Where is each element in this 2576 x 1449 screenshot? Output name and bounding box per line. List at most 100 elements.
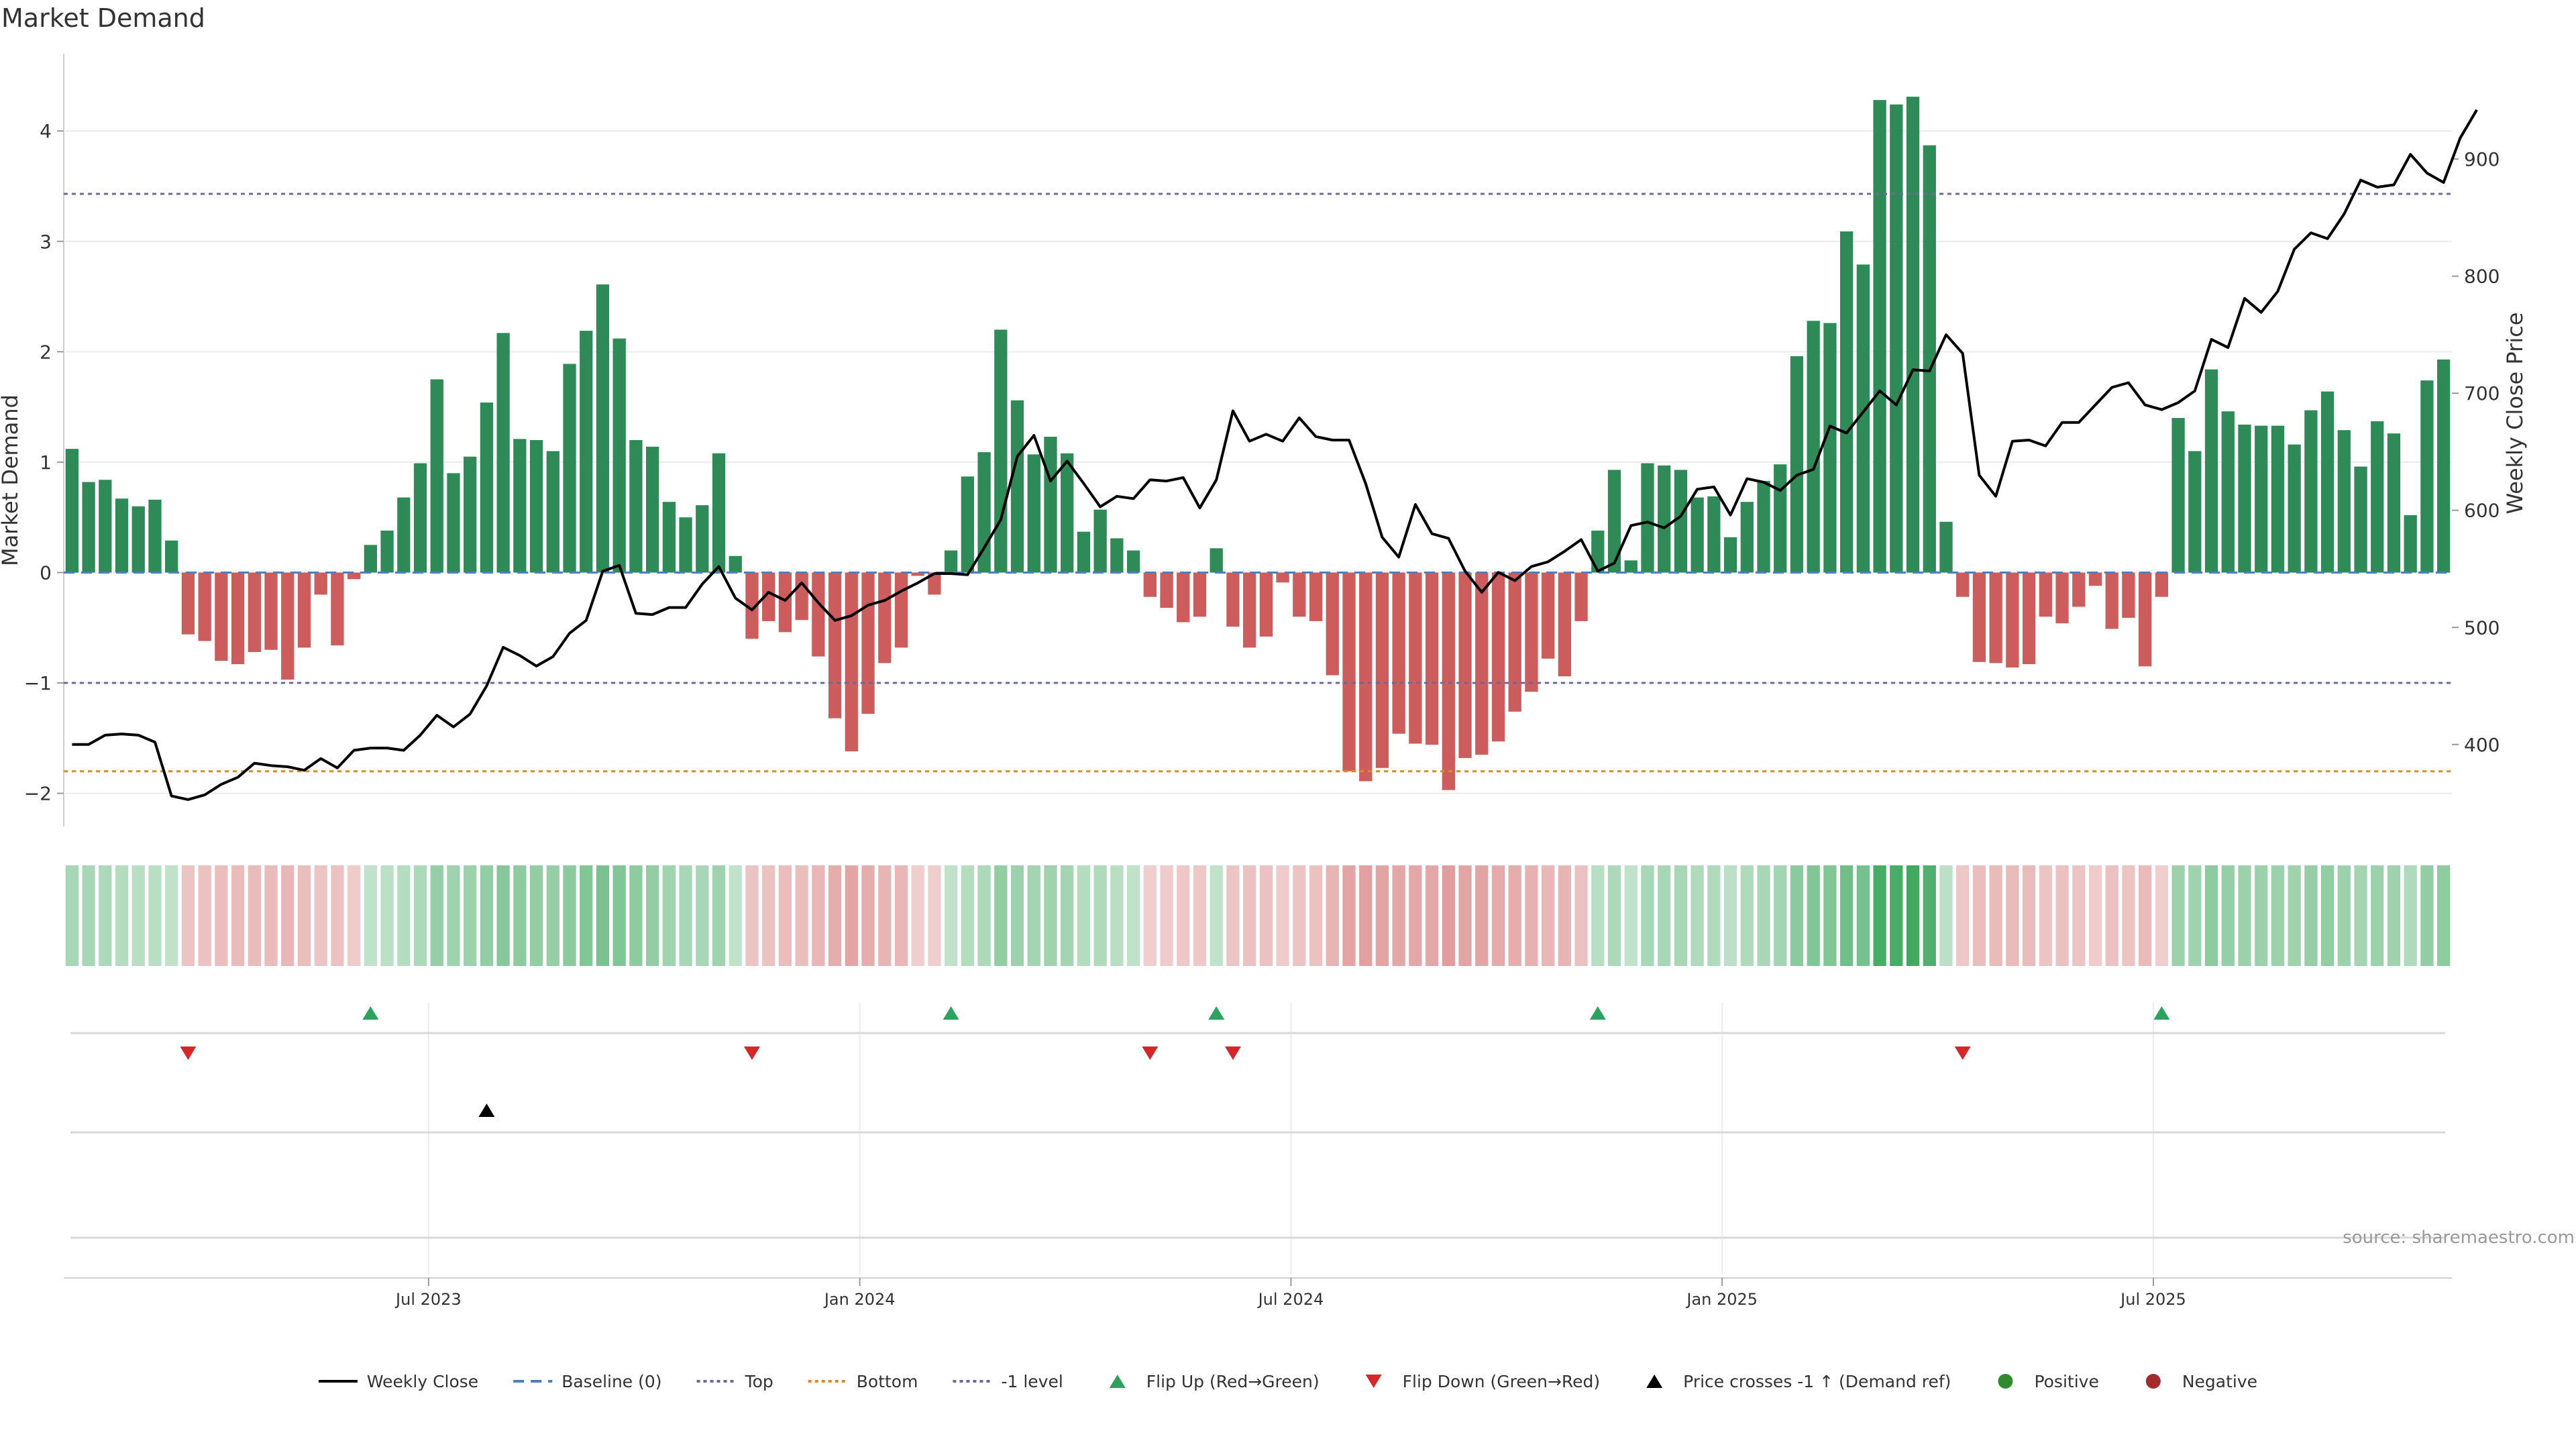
heat-cell (580, 865, 593, 966)
demand-bar (2188, 451, 2202, 573)
demand-bar (878, 572, 892, 663)
heat-cell (1674, 865, 1688, 966)
heat-cell (2088, 865, 2102, 966)
demand-bar (2238, 424, 2251, 573)
heat-cell (148, 865, 162, 966)
heat-cell (1143, 865, 1157, 966)
flip-down-marker (743, 1046, 760, 1060)
heat-cell (861, 865, 875, 966)
heat-cell (1077, 865, 1091, 966)
demand-bar (1558, 572, 1572, 677)
demand-bar (1823, 323, 1837, 573)
demand-bar (1093, 509, 1107, 573)
heat-cell (2304, 865, 2318, 966)
heat-cell (894, 865, 908, 966)
heat-cell (1309, 865, 1323, 966)
demand-bar (2255, 425, 2268, 573)
heat-cell (1839, 865, 1854, 966)
heat-cell (2404, 865, 2417, 966)
demand-bar (2387, 433, 2401, 573)
left-tick-label: 2 (40, 341, 52, 363)
demand-bar (2105, 572, 2118, 629)
legend-item-top: Top (696, 1372, 773, 1391)
demand-bar (894, 572, 908, 648)
legend-label: Flip Up (Red→Green) (1146, 1372, 1320, 1391)
flip-down-marker (180, 1046, 197, 1060)
heat-cell (1110, 865, 1124, 966)
heat-cell (1757, 865, 1770, 966)
heat-cell (1807, 865, 1820, 966)
heat-cell (447, 865, 460, 966)
legend-item-pos: Positive (1998, 1372, 2099, 1391)
demand-bar (1342, 572, 1356, 771)
heat-cell (1790, 865, 1804, 966)
demand-bar (2420, 380, 2434, 573)
demand-bar (1574, 572, 1588, 621)
legend-label: Baseline (0) (561, 1372, 661, 1391)
heat-cell (2371, 865, 2384, 966)
demand-bar (580, 331, 593, 573)
heat-cell (2039, 865, 2052, 966)
legend-item-line: Weekly Close (318, 1372, 478, 1391)
heat-cell (2204, 865, 2218, 966)
heat-cell (596, 865, 610, 966)
demand-bar (1309, 572, 1323, 621)
heat-cell (1210, 865, 1223, 966)
demand-bar (1259, 572, 1273, 637)
right-tick-label: 900 (2464, 148, 2500, 170)
heat-cell (1690, 865, 1704, 966)
left-tick-label: 0 (40, 561, 52, 584)
heat-cell (2138, 865, 2152, 966)
demand-bar (1326, 572, 1339, 676)
heat-cell (1458, 865, 1472, 966)
demand-bar (2371, 421, 2384, 573)
demand-bar (1375, 572, 1389, 768)
demand-bar (861, 572, 875, 714)
demand-bar (679, 517, 692, 573)
right-tick-label: 500 (2464, 616, 2500, 639)
heat-cell (1856, 865, 1870, 966)
heat-cell (878, 865, 892, 966)
flip-down-marker (1142, 1046, 1159, 1060)
heat-cell (2337, 865, 2351, 966)
legend-item-cross: Price crosses -1 ↑ (Demand ref) (1646, 1372, 1951, 1391)
heat-cell (2188, 865, 2202, 966)
x-tick-label: Jul 2025 (2119, 1290, 2186, 1309)
flip-down-marker (1224, 1046, 1241, 1060)
demand-bar (2204, 369, 2218, 573)
heat-cell (762, 865, 775, 966)
demand-bar (745, 572, 759, 639)
heat-cell (1873, 865, 1886, 966)
legend-label: Top (745, 1372, 773, 1391)
heat-cell (1342, 865, 1356, 966)
heat-cell (812, 865, 825, 966)
demand-bar (2354, 466, 2367, 573)
demand-bar (1508, 572, 1521, 712)
demand-bar (480, 402, 494, 573)
heat-cell (1259, 865, 1273, 966)
heat-cell (1823, 865, 1837, 966)
demand-bar (1541, 572, 1555, 659)
heat-cell (2354, 865, 2367, 966)
demand-bar (198, 572, 211, 641)
heat-cell (115, 865, 129, 966)
demand-bar (2006, 572, 2019, 668)
demand-bar (994, 329, 1008, 573)
heat-cell (961, 865, 975, 966)
demand-bar (1010, 400, 1024, 573)
y-axis-label-left: Market Demand (0, 394, 23, 566)
heat-cell (99, 865, 112, 966)
demand-bar (1740, 502, 1754, 573)
demand-bar (928, 572, 941, 595)
demand-bar (181, 572, 195, 635)
legend-swatch-pos (1998, 1374, 2013, 1389)
heat-cell (1425, 865, 1439, 966)
demand-bar (1177, 572, 1190, 623)
heat-cell (181, 865, 195, 966)
demand-bar (1409, 572, 1422, 744)
legend-label: -1 level (1001, 1372, 1063, 1391)
legend-swatch-cross (1646, 1375, 1663, 1388)
left-tick-label: 4 (40, 120, 52, 142)
heat-cell (2022, 865, 2036, 966)
heat-cell (1126, 865, 1140, 966)
